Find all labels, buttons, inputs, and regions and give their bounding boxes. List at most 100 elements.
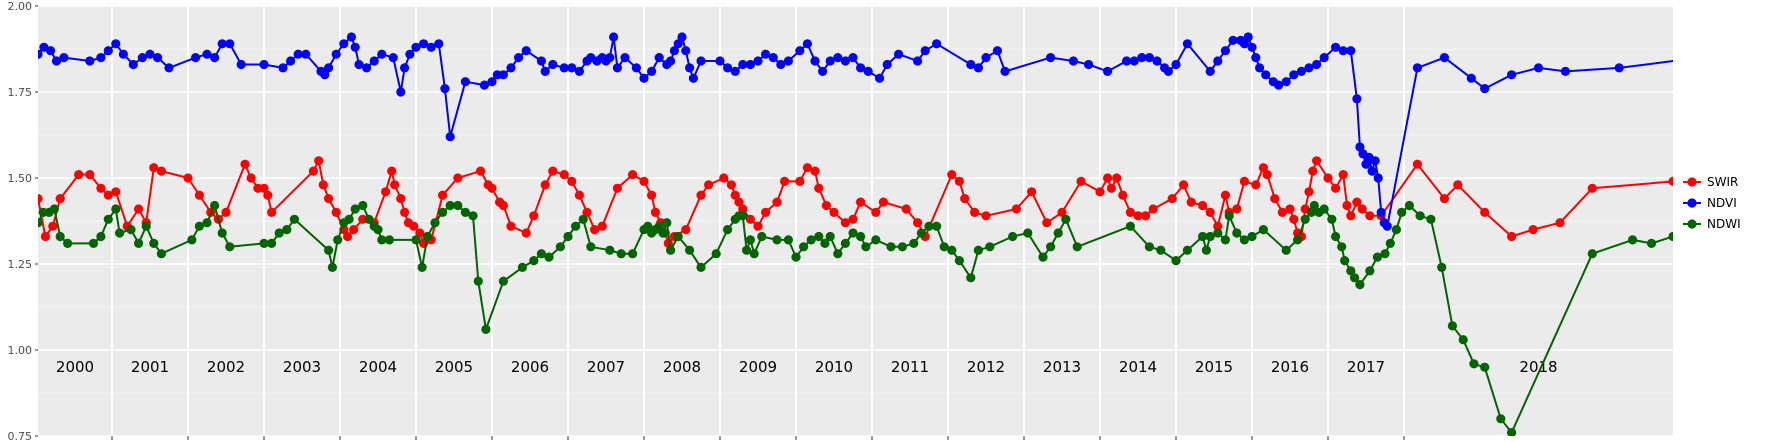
legend-label-ndwi: NDWI (1707, 217, 1741, 231)
data-point-ndvi (1137, 53, 1147, 63)
data-point-ndvi (1304, 63, 1314, 73)
data-point-ndwi (1125, 221, 1135, 231)
data-point-swir (1179, 180, 1189, 190)
data-point-swir (738, 204, 748, 214)
data-point-swir (1213, 221, 1223, 231)
data-point-ndvi (605, 53, 615, 63)
data-point-swir (1412, 159, 1422, 169)
year-label: 2001 (131, 358, 169, 376)
data-point-swir (840, 218, 851, 228)
data-point-swir (681, 225, 691, 235)
data-point-ndvi (966, 59, 976, 70)
data-point-ndwi (468, 211, 478, 221)
data-point-swir (40, 231, 51, 242)
data-point-ndvi (776, 59, 786, 70)
data-point-swir (55, 194, 65, 204)
data-point-ndwi (738, 211, 748, 221)
data-point-ndwi (871, 235, 881, 245)
data-point-swir (349, 225, 359, 235)
data-point-ndwi (749, 249, 759, 259)
legend-key-point (1687, 219, 1697, 229)
data-point-ndvi (411, 42, 421, 52)
data-point-swir (1308, 166, 1318, 176)
year-label: 2018 (1519, 358, 1557, 376)
data-point-ndvi (331, 49, 341, 59)
data-point-ndwi (1144, 242, 1154, 252)
data-point-ndwi (225, 242, 235, 252)
data-point-ndvi (666, 56, 676, 66)
data-point-swir (719, 173, 729, 183)
data-point-swir (438, 190, 448, 200)
data-point-swir (772, 197, 782, 207)
data-point-ndvi (875, 73, 885, 83)
data-point-swir (1057, 207, 1067, 217)
data-point-swir (1323, 173, 1333, 183)
data-point-ndwi (563, 231, 573, 242)
data-point-swir (1239, 176, 1249, 186)
legend-key-point (1687, 177, 1697, 187)
data-point-ndwi (1397, 207, 1407, 217)
data-point-ndvi (1355, 142, 1365, 152)
data-point-ndwi (966, 273, 976, 283)
data-point-ndvi (111, 39, 121, 49)
data-point-ndvi (217, 39, 227, 49)
data-point-ndwi (658, 228, 668, 238)
data-point-ndwi (924, 221, 934, 231)
data-point-swir (267, 207, 277, 217)
data-point-swir (1112, 173, 1122, 183)
data-point-swir (745, 214, 756, 224)
data-point-ndvi (1171, 59, 1181, 70)
data-point-ndvi (825, 56, 835, 66)
data-point-swir (878, 197, 889, 207)
data-point-ndvi (1346, 46, 1356, 56)
data-point-ndvi (1152, 56, 1162, 66)
data-point-ndwi (628, 249, 638, 259)
data-point-ndvi (320, 70, 330, 80)
data-point-ndwi (1309, 200, 1319, 211)
year-label: 2009 (739, 358, 777, 376)
data-point-ndvi (278, 63, 288, 73)
data-point-ndvi (419, 39, 429, 49)
data-point-ndwi (673, 231, 683, 242)
year-label: 2010 (815, 358, 853, 376)
year-label: 2005 (435, 358, 473, 376)
data-point-ndvi (1243, 32, 1253, 42)
data-point-swir (1258, 163, 1268, 173)
data-point-ndwi (1306, 207, 1316, 217)
data-point-ndvi (1239, 39, 1249, 49)
data-point-ndvi (38, 49, 43, 59)
data-point-ndwi (1385, 238, 1395, 248)
data-point-ndvi (85, 56, 95, 66)
data-point-ndwi (126, 225, 136, 235)
data-point-swir (1352, 197, 1362, 207)
data-point-ndvi (620, 53, 630, 63)
data-point-ndvi (1382, 221, 1392, 231)
data-point-ndvi (137, 53, 147, 63)
data-point-ndwi (571, 221, 581, 231)
data-point-ndvi (362, 63, 372, 73)
data-point-ndvi (1331, 42, 1341, 52)
data-point-ndvi (396, 87, 406, 97)
data-point-swir (639, 176, 649, 186)
data-point-ndvi (324, 63, 334, 73)
data-point-swir (1106, 183, 1116, 193)
data-point-swir (1331, 183, 1341, 193)
data-point-ndwi (327, 262, 337, 272)
data-point-ndvi (863, 66, 873, 76)
data-point-ndwi (985, 242, 995, 252)
data-point-swir (96, 183, 106, 193)
data-point-swir (1133, 211, 1143, 221)
data-point-ndwi (111, 204, 121, 214)
data-point-swir (194, 190, 204, 200)
data-point-ndvi (460, 77, 470, 87)
data-point-swir (318, 180, 328, 190)
data-point-ndwi (954, 256, 965, 266)
data-point-ndwi (833, 249, 843, 259)
data-point-ndvi (795, 46, 805, 56)
data-point-ndvi (426, 42, 436, 52)
data-point-ndwi (840, 238, 851, 248)
data-point-swir (387, 166, 397, 176)
data-point-swir (1148, 204, 1158, 214)
data-point-ndvi (715, 56, 725, 66)
data-point-ndwi (422, 231, 432, 242)
